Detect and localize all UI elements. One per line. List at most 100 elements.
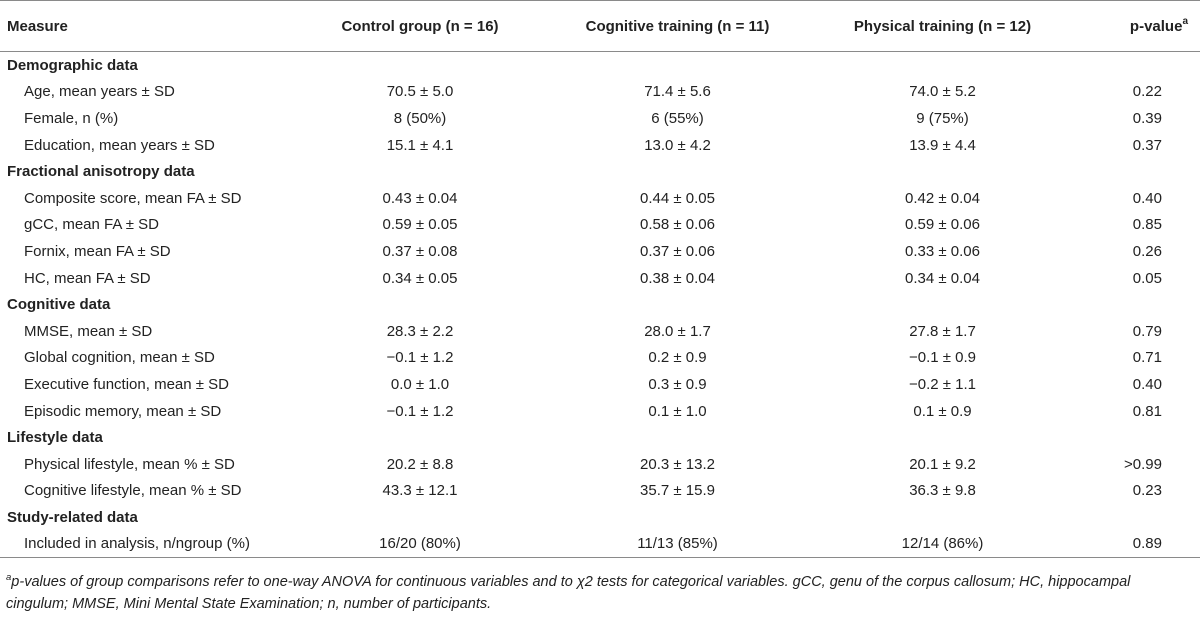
footnote-text: p-values of group comparisons refer to o… (6, 573, 1131, 612)
cell-control: 43.3 ± 12.1 (382, 482, 458, 500)
cell-label: Education, mean years ± SD (24, 136, 215, 154)
table-row: Included in analysis, n/ngroup (%) 16/20 … (0, 530, 1200, 559)
cell-cognitive: 0.3 ± 0.9 (648, 375, 707, 393)
section-row: Study-related data (0, 504, 1200, 531)
cell-control: 0.34 ± 0.05 (382, 269, 458, 287)
cell-label: Fornix, mean FA ± SD (24, 242, 171, 260)
cell-cognitive: 0.44 ± 0.05 (640, 189, 715, 207)
cell-p-value: 0.37 (1132, 136, 1162, 154)
cell-physical: 0.42 ± 0.04 (905, 189, 980, 207)
section-title: Demographic data (7, 56, 138, 74)
section-row: Lifestyle data (0, 424, 1200, 451)
cell-cognitive: 6 (55%) (651, 109, 704, 127)
cell-physical: 20.1 ± 9.2 (909, 455, 976, 473)
table-row: Education, mean years ± SD 15.1 ± 4.1 13.0… (0, 132, 1200, 159)
cell-p-value: 0.71 (1132, 349, 1162, 367)
cell-control: −0.1 ± 1.2 (386, 349, 454, 367)
cell-physical: 12/14 (86%) (815, 530, 1070, 559)
cell-control: −0.1 ± 1.2 (386, 402, 454, 420)
table-row: Age, mean years ± SD 70.5 ± 5.0 71.4 ± 5.6… (0, 79, 1200, 106)
cell-physical: 13.9 ± 4.4 (909, 136, 976, 154)
cell-cognitive: 35.7 ± 15.9 (640, 482, 715, 500)
cell-p-value: 0.40 (1132, 189, 1162, 207)
cell-label: Included in analysis, n/ngroup (%) (0, 530, 300, 559)
cell-control: 8 (50%) (393, 109, 447, 127)
header-row: Measure Control group (n = 16) Cognitive… (0, 0, 1200, 52)
cell-p-value: 0.89 (1070, 530, 1200, 559)
cell-control: 20.2 ± 8.8 (386, 455, 454, 473)
table-row: Cognitive lifestyle, mean % ± SD 43.3 ± 1… (0, 478, 1200, 505)
header-p-value-footnote-marker: a (1182, 16, 1188, 27)
cell-cognitive: 13.0 ± 4.2 (644, 136, 711, 154)
cell-label: HC, mean FA ± SD (24, 269, 151, 287)
cell-p-value: 0.40 (1132, 375, 1162, 393)
header-cognitive-training: Cognitive training (n = 11) (540, 0, 815, 52)
table-row: Physical lifestyle, mean % ± SD 20.2 ± 8.… (0, 451, 1200, 478)
section-title: Fractional anisotropy data (7, 163, 195, 181)
cell-p-value: 0.79 (1132, 322, 1162, 340)
cell-control: 28.3 ± 2.2 (386, 322, 454, 340)
table-row: HC, mean FA ± SD 0.34 ± 0.05 0.38 ± 0.04 0.… (0, 265, 1200, 292)
cell-control: 70.5 ± 5.0 (386, 83, 454, 101)
cell-physical: −0.1 ± 0.9 (908, 349, 977, 367)
cell-physical: 0.1 ± 0.9 (913, 402, 972, 420)
header-p-value: p-valuea (1070, 0, 1200, 52)
cell-cognitive: 28.0 ± 1.7 (644, 322, 711, 340)
cell-physical: −0.2 ± 1.1 (908, 375, 977, 393)
cell-label: gCC, mean FA ± SD (24, 216, 159, 234)
table-row: Composite score, mean FA ± SD 0.43 ± 0.04… (0, 185, 1200, 212)
section-row: Cognitive data (0, 291, 1200, 318)
header-p-value-label: p-value (1129, 18, 1183, 35)
cell-cognitive: 11/13 (85%) (540, 530, 815, 559)
table-row: Global cognition, mean ± SD −0.1 ± 1.2 0.2… (0, 345, 1200, 372)
cell-physical: 0.34 ± 0.04 (905, 269, 980, 287)
cell-physical: 0.33 ± 0.06 (905, 242, 980, 260)
table-body: Demographic data Age, mean years ± SD 70.5… (0, 52, 1200, 559)
cell-control: 0.59 ± 0.05 (382, 216, 458, 234)
cell-label: Episodic memory, mean ± SD (24, 402, 222, 420)
cell-p-value: 0.39 (1132, 109, 1162, 127)
cell-label: Cognitive lifestyle, mean % ± SD (24, 482, 242, 500)
header-physical-training: Physical training (n = 12) (815, 0, 1070, 52)
cell-cognitive: 0.58 ± 0.06 (640, 216, 715, 234)
cell-p-value: 0.85 (1132, 216, 1162, 234)
cell-p-value: 0.26 (1132, 242, 1162, 260)
cell-control: 15.1 ± 4.1 (386, 136, 454, 154)
cell-cognitive: 0.1 ± 1.0 (648, 402, 707, 420)
cell-label: Female, n (%) (24, 109, 119, 127)
cell-label: Executive function, mean ± SD (24, 375, 229, 393)
cell-label: Age, mean years ± SD (24, 83, 175, 101)
results-table: Measure Control group (n = 16) Cognitive… (0, 0, 1200, 559)
table-row: Episodic memory, mean ± SD −0.1 ± 1.2 0.1 … (0, 398, 1200, 425)
cell-cognitive: 0.2 ± 0.9 (648, 349, 707, 367)
cell-control: 0.37 ± 0.08 (382, 242, 458, 260)
cell-label: Composite score, mean FA ± SD (24, 189, 242, 207)
cell-label: Global cognition, mean ± SD (24, 349, 215, 367)
cell-p-value: 0.22 (1132, 83, 1162, 101)
footnote-marker: a (6, 572, 12, 583)
table-footnote: ap-values of group comparisons refer to … (6, 567, 1192, 615)
section-row: Demographic data (0, 52, 1200, 79)
cell-physical: 36.3 ± 9.8 (909, 482, 976, 500)
cell-label: Physical lifestyle, mean % ± SD (24, 455, 235, 473)
section-title: Cognitive data (7, 296, 111, 314)
cell-p-value: >0.99 (1124, 455, 1162, 473)
table-row: MMSE, mean ± SD 28.3 ± 2.2 28.0 ± 1.7 27.8 … (0, 318, 1200, 345)
cell-physical: 0.59 ± 0.06 (905, 216, 980, 234)
cell-label: MMSE, mean ± SD (24, 322, 153, 340)
section-row: Fractional anisotropy data (0, 158, 1200, 185)
cell-p-value: 0.81 (1132, 402, 1162, 420)
cell-control: 16/20 (80%) (300, 530, 540, 559)
cell-physical: 27.8 ± 1.7 (909, 322, 976, 340)
cell-p-value: 0.23 (1132, 482, 1162, 500)
cell-physical: 9 (75%) (916, 109, 969, 127)
header-measure: Measure (0, 0, 300, 52)
header-control-group: Control group (n = 16) (300, 0, 540, 52)
table-row: Executive function, mean ± SD 0.0 ± 1.0 0.… (0, 371, 1200, 398)
cell-cognitive: 0.37 ± 0.06 (640, 242, 715, 260)
cell-cognitive: 20.3 ± 13.2 (640, 455, 715, 473)
table-header: Measure Control group (n = 16) Cognitive… (0, 0, 1200, 52)
cell-cognitive: 0.38 ± 0.04 (640, 269, 715, 287)
section-title: Lifestyle data (7, 429, 103, 447)
